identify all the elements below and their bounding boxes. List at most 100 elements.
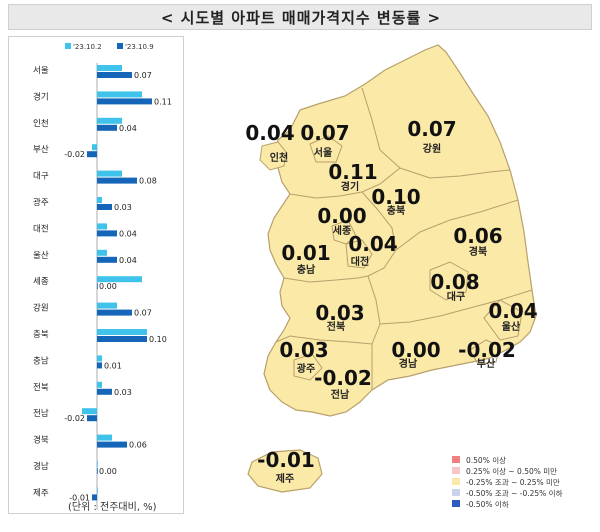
region-value: 0.04 [488, 299, 537, 323]
category-label: 부산 [33, 144, 49, 155]
region-value: 0.01 [281, 241, 330, 265]
bar-series-1 [92, 144, 97, 151]
region-name: 세종 [333, 224, 351, 237]
legend-swatch [452, 478, 460, 485]
region-value: -0.02 [458, 338, 516, 362]
data-label: 0.04 [119, 256, 137, 265]
legend-label: -0.50% 조과 ~ -0.25% 이하 [466, 488, 563, 498]
bar-series-2 [97, 124, 117, 131]
data-label: 0.01 [104, 361, 122, 370]
region-name: 제주 [276, 472, 294, 485]
data-label: 0.00 [99, 282, 117, 291]
bar-series-2 [92, 494, 97, 501]
region-value: 0.04 [348, 232, 397, 256]
border-sejong [331, 219, 357, 245]
region-name: 서울 [314, 146, 332, 159]
data-label: -0.01 [69, 493, 90, 502]
region-value: 0.07 [300, 121, 349, 145]
legend-label-series-2: '23.10.9 [125, 43, 154, 51]
legend-swatch [452, 489, 460, 496]
border-jeonbuk [275, 275, 381, 345]
legend-swatch [452, 467, 460, 474]
border-gyeongbuk [395, 199, 519, 251]
region-value: -0.02 [314, 366, 372, 390]
legend-label: -0.25% 조과 ~ 0.25% 미만 [466, 478, 560, 487]
category-label: 충남 [33, 356, 49, 366]
border-chungnam [283, 275, 369, 283]
region-value: -0.01 [257, 448, 315, 472]
data-label: 0.10 [149, 335, 167, 344]
category-label: 경남 [33, 461, 49, 472]
legend-label: -0.50% 이하 [466, 499, 509, 509]
region-name: 울산 [502, 320, 521, 333]
bar-chart: '23.10.2 '23.10.9 서울 0.07 경기 0.11 인천 0.04 부산 -0.0… [33, 43, 172, 510]
region-name: 전남 [331, 388, 350, 401]
data-label: 0.03 [114, 203, 132, 212]
bar-series-1 [97, 487, 98, 494]
bar-series-1 [97, 355, 102, 362]
region-name: 충남 [297, 263, 316, 276]
category-label: 대전 [33, 223, 49, 234]
bar-series-1 [97, 197, 102, 203]
region-name: 부산 [477, 357, 496, 370]
bar-series-2 [97, 230, 117, 237]
legend: 0.50% 이상0.25% 이상 ~ 0.50% 미만 -0.25% 조과 ~ 0… [452, 455, 563, 509]
border-gyeonggi [289, 167, 401, 199]
bar-series-1 [97, 91, 142, 98]
bar-series-2 [97, 362, 102, 369]
legend-label-series-1: '23.10.2 [73, 43, 102, 51]
region-name: 대전 [351, 255, 369, 268]
border-ulsan [483, 299, 523, 341]
data-label: 0.04 [119, 124, 137, 133]
bar-series-1 [97, 461, 98, 467]
category-label: 제주 [33, 488, 49, 498]
bar-series-2 [97, 283, 98, 290]
bar-series-1 [97, 249, 107, 256]
region-value: 0.00 [317, 204, 366, 228]
region-name: 경기 [341, 180, 359, 193]
region-value: 0.03 [279, 338, 328, 362]
legend-swatch [452, 500, 460, 507]
region-name: 경북 [469, 245, 487, 258]
bar-series-1 [97, 223, 107, 230]
category-label: 인천 [33, 118, 49, 129]
category-label: 전남 [33, 408, 49, 419]
legend-swatch-series-2 [117, 43, 123, 49]
legend-swatch-series-1 [65, 43, 71, 49]
category-label: 광주 [33, 197, 49, 208]
region-value: 0.08 [430, 270, 479, 294]
data-label: 0.11 [154, 97, 172, 106]
category-label: 경북 [33, 435, 49, 446]
bar-series-2 [97, 204, 112, 210]
bar-series-2 [97, 256, 117, 263]
border-daegu [429, 261, 469, 301]
data-label: 0.06 [129, 441, 147, 450]
bar-series-1 [97, 170, 122, 177]
legend-label: 0.50% 이상 [466, 455, 506, 465]
data-label: 0.07 [134, 71, 152, 80]
data-label: 0.08 [139, 177, 157, 186]
border-gwangju [293, 353, 323, 381]
bar-series-1 [97, 65, 122, 71]
bar-series-2 [97, 336, 147, 342]
region-name: 광주 [297, 363, 315, 375]
data-label: 0.04 [119, 229, 137, 238]
category-label: 울산 [33, 250, 49, 261]
region-value: 0.07 [407, 117, 456, 141]
region-value: 0.06 [453, 224, 502, 248]
category-label: 대구 [33, 172, 49, 182]
region-name: 충북 [387, 204, 405, 217]
region-name: 전북 [327, 320, 345, 333]
region-value: 0.10 [371, 185, 420, 209]
category-label: 전북 [33, 382, 49, 393]
bar-series-1 [97, 329, 147, 335]
region-value: 0.11 [328, 160, 377, 184]
bar-series-1 [97, 276, 142, 283]
region-name: 대구 [447, 290, 465, 303]
bar-series-2 [97, 468, 98, 474]
region-value: 0.00 [391, 338, 440, 362]
incheon-shape [259, 141, 287, 171]
data-label: -0.02 [64, 150, 85, 159]
border-busan [469, 339, 501, 365]
